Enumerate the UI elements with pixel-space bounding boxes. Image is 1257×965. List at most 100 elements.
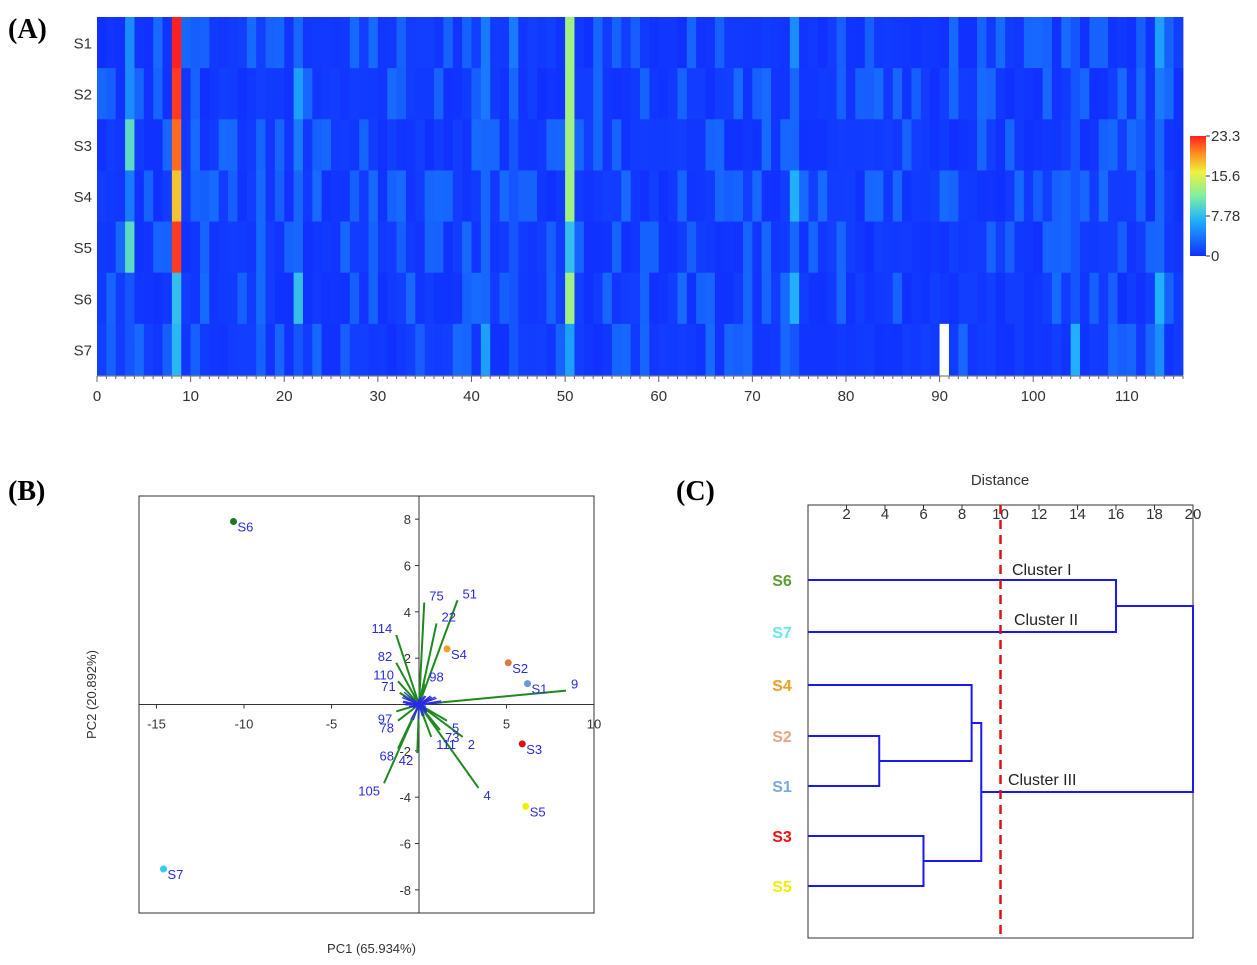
heatmap-cell xyxy=(1033,221,1043,274)
heatmap-cell xyxy=(106,119,117,171)
panel-a-label: (A) xyxy=(8,14,47,45)
heatmap-cell xyxy=(1042,170,1053,222)
heatmap-cell xyxy=(1061,170,1072,222)
heatmap-cell xyxy=(845,17,856,69)
heatmap-cell xyxy=(789,323,800,376)
heatmap-cell xyxy=(640,68,650,120)
heatmap-cell xyxy=(508,170,519,222)
dendro-cluster-label: Cluster I xyxy=(1012,562,1072,579)
heatmap-cell xyxy=(115,323,126,376)
heatmap-cell xyxy=(424,221,435,274)
heatmap-cell xyxy=(986,68,997,120)
heatmap-cell xyxy=(1098,170,1109,222)
heatmap-x-tick-label: 110 xyxy=(1115,388,1139,405)
pca-sample-label: S4 xyxy=(451,647,467,662)
heatmap-cell xyxy=(967,170,978,222)
heatmap-cell xyxy=(340,272,351,325)
pca-loading-label: 5 xyxy=(452,721,459,736)
heatmap-cell xyxy=(658,221,669,274)
heatmap-cell xyxy=(1108,119,1118,171)
heatmap-cell xyxy=(1014,272,1025,325)
heatmap-cell xyxy=(471,221,482,274)
heatmap-cell xyxy=(490,119,500,171)
heatmap-cell xyxy=(977,221,987,274)
pca-loading-label: 110 xyxy=(373,667,394,682)
heatmap-cell xyxy=(939,119,950,171)
heatmap-cell xyxy=(508,323,519,376)
heatmap-cell xyxy=(293,221,304,274)
heatmap-cell xyxy=(1117,272,1128,325)
heatmap-cell xyxy=(1080,221,1090,274)
heatmap-cell xyxy=(705,17,716,69)
dendro-axis-title: Distance xyxy=(971,472,1029,489)
heatmap-cell xyxy=(228,68,238,120)
heatmap-cell xyxy=(611,323,622,376)
heatmap-cell xyxy=(162,272,173,325)
pca-loading-label: 82 xyxy=(378,649,392,664)
heatmap-cell xyxy=(405,119,416,171)
heatmap-cell xyxy=(874,221,884,274)
heatmap-cell xyxy=(190,119,201,171)
heatmap-cell xyxy=(986,170,997,222)
pca-sample-label: S1 xyxy=(532,682,548,697)
heatmap-cell xyxy=(583,221,594,274)
pca-minor-vector xyxy=(403,691,420,705)
heatmap-cell xyxy=(780,119,791,171)
heatmap-cell xyxy=(349,17,360,69)
heatmap-cell xyxy=(546,272,557,325)
heatmap-cell xyxy=(499,17,510,69)
panel-b-label: (B) xyxy=(8,476,45,507)
heatmap-cell xyxy=(368,17,379,69)
heatmap-row-labels: S1 S2 S3 S4 S5 S6 S7 xyxy=(74,36,92,360)
heatmap-cell xyxy=(771,221,781,274)
heatmap-cell xyxy=(845,119,856,171)
heatmap-cell xyxy=(1023,323,1034,376)
heatmap-cell xyxy=(228,17,238,69)
heatmap-cell xyxy=(911,119,922,171)
heatmap-cell xyxy=(237,323,248,376)
pca-y-tick-label: 4 xyxy=(404,605,411,620)
heatmap-cell xyxy=(452,323,463,376)
heatmap-cell xyxy=(190,68,201,120)
heatmap-cell xyxy=(920,68,931,120)
heatmap-cell xyxy=(237,17,248,69)
heatmap-cell xyxy=(836,68,847,120)
dendro-link xyxy=(808,684,973,762)
heatmap-cell xyxy=(630,119,641,171)
heatmap-cell xyxy=(415,221,426,274)
heatmap-cell xyxy=(546,170,557,222)
heatmap-cell xyxy=(237,119,248,171)
heatmap-cell xyxy=(555,221,566,274)
heatmap-cell xyxy=(396,68,407,120)
heatmap-cell xyxy=(845,272,856,325)
heatmap-cell xyxy=(977,272,987,325)
heatmap-cell xyxy=(742,17,753,69)
heatmap-cell xyxy=(911,68,922,120)
heatmap-cell xyxy=(115,68,126,120)
pca-loading-vector xyxy=(395,662,420,705)
heatmap-cell xyxy=(377,170,388,222)
heatmap-cell xyxy=(799,17,809,69)
heatmap-cell xyxy=(565,68,575,120)
heatmap-cell xyxy=(209,68,220,120)
heatmap-cell xyxy=(902,119,912,171)
heatmap-cell xyxy=(967,323,978,376)
heatmap-cell xyxy=(1080,272,1090,325)
heatmap-cell xyxy=(115,221,126,274)
heatmap-cell xyxy=(1005,272,1015,325)
heatmap-cell xyxy=(611,17,622,69)
heatmap-cell xyxy=(246,17,257,69)
panel-c-label: (C) xyxy=(676,476,715,507)
heatmap-cell xyxy=(302,17,313,69)
heatmap-cell xyxy=(789,68,800,120)
heatmap-cell xyxy=(1126,272,1137,325)
heatmap-cell xyxy=(874,323,884,376)
heatmap-cell xyxy=(387,119,397,171)
heatmap-cell xyxy=(331,68,341,120)
heatmap-cell xyxy=(686,323,697,376)
heatmap-cell xyxy=(1136,119,1146,171)
heatmap-cell xyxy=(967,17,978,69)
heatmap-cell xyxy=(284,323,294,376)
heatmap-cell xyxy=(1070,17,1081,69)
heatmap-cell xyxy=(1014,170,1025,222)
